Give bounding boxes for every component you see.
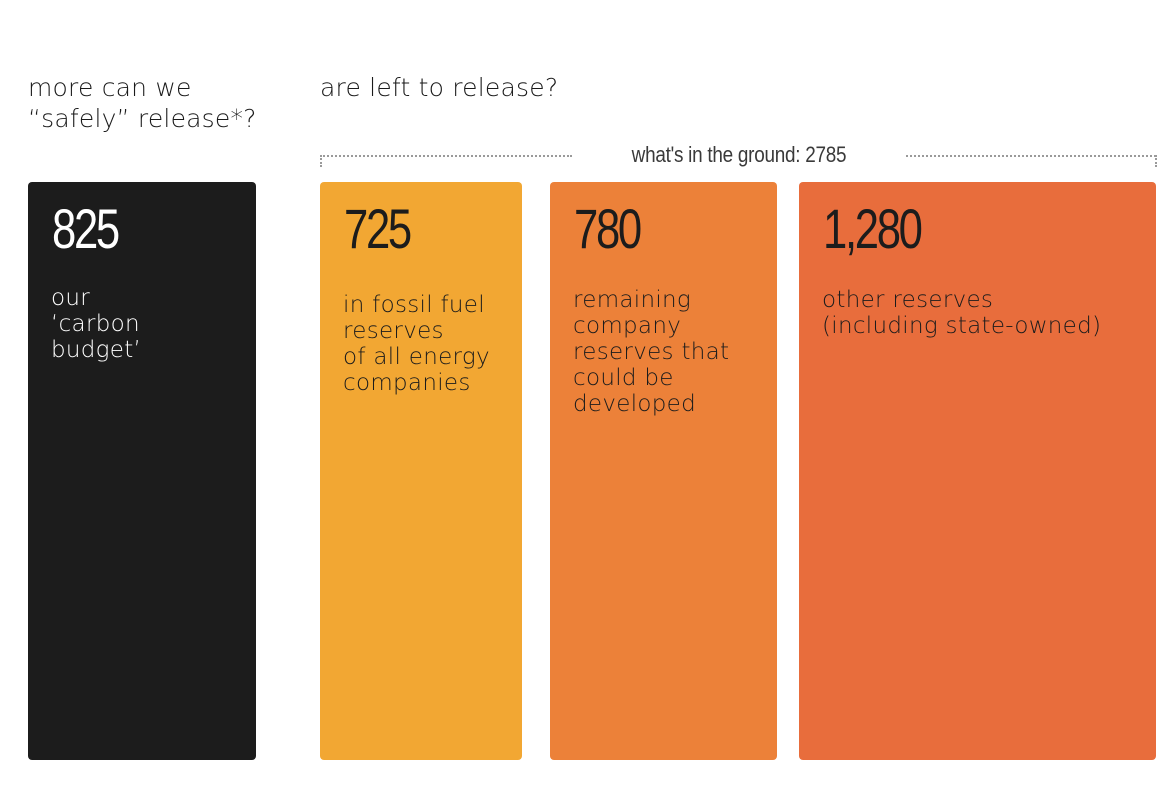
bracket-left-line bbox=[320, 155, 572, 157]
bracket-right-tick bbox=[1155, 155, 1157, 167]
remaining-company-reserves-description: remaining company reserves that could be… bbox=[573, 287, 730, 417]
bracket-right-line bbox=[906, 155, 1156, 157]
other-reserves-description: other reserves (including state-owned) bbox=[822, 287, 1102, 339]
other-reserves-block: 1,280 other reserves (including state-ow… bbox=[799, 182, 1156, 760]
other-reserves-value: 1,280 bbox=[823, 197, 923, 260]
carbon-budget-value: 825 bbox=[52, 197, 120, 260]
energy-company-reserves-value: 725 bbox=[344, 197, 412, 260]
remaining-company-reserves-block: 780 remaining company reserves that coul… bbox=[550, 182, 777, 760]
ground-total-label: what's in the ground: 2785 bbox=[631, 142, 847, 167]
bracket-left-tick bbox=[320, 155, 322, 167]
budget-question-heading: more can we “safely” release*? bbox=[28, 73, 257, 133]
reserves-question-heading: are left to release? bbox=[320, 73, 559, 102]
energy-company-reserves-description: in fossil fuel reserves of all energy co… bbox=[343, 292, 490, 396]
remaining-company-reserves-value: 780 bbox=[574, 197, 642, 260]
carbon-budget-block: 825 our ‘carbon budget’ bbox=[28, 182, 256, 760]
carbon-budget-description: our ‘carbon budget’ bbox=[51, 285, 142, 363]
energy-company-reserves-block: 725 in fossil fuel reserves of all energ… bbox=[320, 182, 522, 760]
